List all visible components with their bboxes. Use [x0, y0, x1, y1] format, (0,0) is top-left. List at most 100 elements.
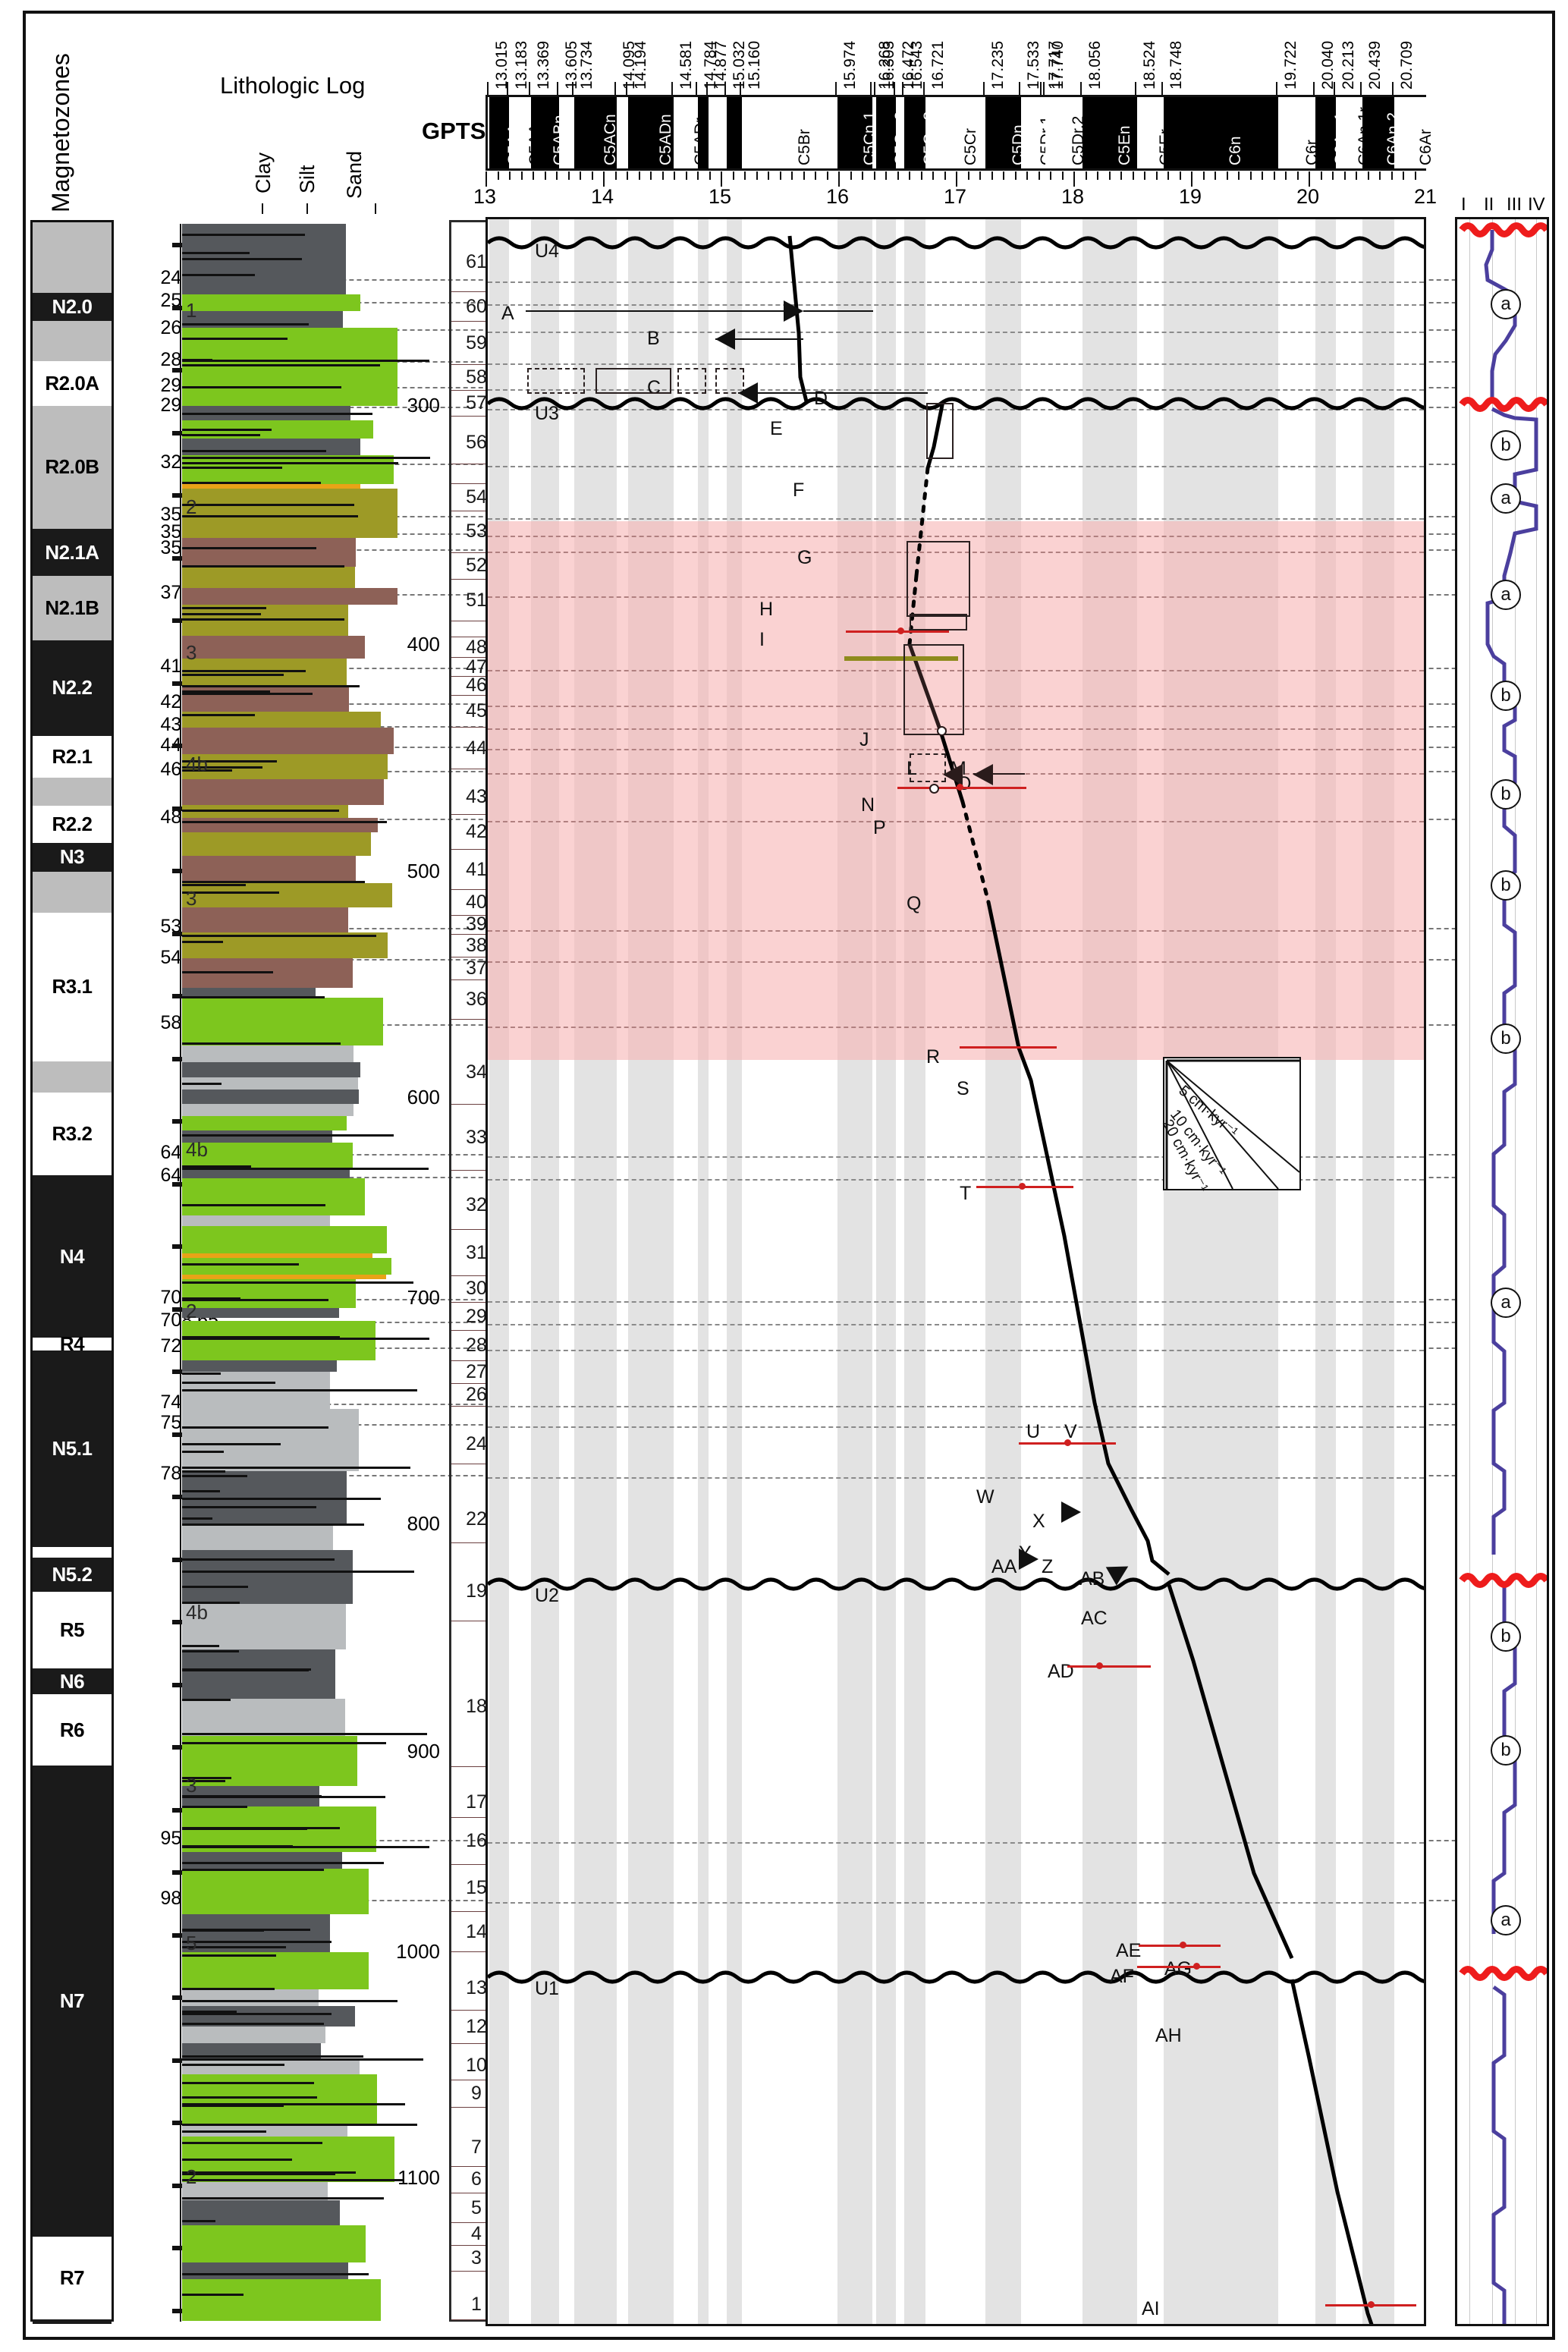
- magnetozone-R2.1: R2.1: [33, 735, 112, 778]
- grain-size-bar: [182, 2000, 398, 2003]
- axis-tick: [1414, 171, 1416, 180]
- chron-C5AAr: C5AAr: [509, 97, 544, 168]
- gpts-agepin-13.015: [487, 82, 489, 96]
- grain-size-bar: [182, 1826, 340, 1829]
- axis-tick: [1085, 171, 1087, 180]
- grain-size-bar: [182, 1382, 275, 1385]
- datum-D-bar: [738, 392, 928, 394]
- datum-letter-S: S: [957, 1078, 969, 1099]
- datum-letter-U4: U4: [535, 241, 559, 262]
- core-number-12: 12: [451, 2011, 501, 2045]
- axis-tick: [520, 171, 523, 180]
- grain-size-bar: [182, 2011, 237, 2014]
- litho-bed: [182, 2225, 366, 2263]
- grain-size-bar: [182, 1988, 275, 1991]
- axis-number-15: 15: [709, 185, 732, 208]
- gpts-agepin-18.056: [1079, 82, 1082, 96]
- grain-size-bar: [182, 564, 344, 568]
- axis-tick: [1262, 171, 1263, 180]
- gpts-age-20.439: 20.439: [1366, 40, 1384, 90]
- chron-label-C5Bn.1: C5Bn.1: [709, 112, 727, 165]
- magnetozone-unlabeled-2: [33, 321, 112, 362]
- litho-bed: [182, 1115, 347, 1130]
- litho-bed: [182, 1308, 339, 1318]
- chron-C6An.2: C6An.2: [1362, 97, 1402, 168]
- gpts-age-18.056: 18.056: [1086, 40, 1104, 90]
- panel-guide-482.69: [488, 821, 1424, 822]
- core-number-28: 28: [451, 1331, 501, 1361]
- grain-size-bar: [182, 1940, 332, 1943]
- litho-bed: [182, 439, 360, 455]
- gpts-agepin-15.160: [739, 82, 741, 96]
- grain-size-bar: [182, 1929, 310, 1932]
- magnetozone-unlabeled-0: [33, 222, 112, 294]
- cycle-marker-3: a: [1491, 580, 1521, 610]
- chron-C5ACr: C5ACr: [616, 97, 646, 168]
- axis-tick: [1026, 171, 1028, 180]
- right-panel-header-IV: IV: [1528, 194, 1545, 215]
- grain-size-bar: [182, 467, 283, 470]
- core-number-51: 51: [451, 580, 501, 622]
- grain-size-bar: [182, 1777, 232, 1780]
- grain-size-bar: [182, 1585, 249, 1588]
- core-number-16: 16: [451, 1818, 501, 1866]
- grain-size-sand-label: Sand: [343, 150, 366, 199]
- datum-AF-errorbar: [1137, 1966, 1221, 1968]
- litho-bed: [182, 1320, 376, 1361]
- pink-interval: [488, 521, 1424, 1060]
- datum-letter-U: U: [1026, 1421, 1041, 1442]
- axis-tick: [1167, 171, 1169, 180]
- axis-tick: [1285, 171, 1287, 180]
- magnetozone-label-N5.1: N5.1: [52, 1437, 93, 1460]
- grain-size-bar: [182, 1389, 418, 1392]
- grain-size-bar: [182, 1134, 394, 1137]
- core-number-53: 53: [451, 511, 501, 553]
- datum-T-point: [1019, 1183, 1026, 1190]
- axis-tick: [756, 171, 758, 180]
- litho-bed: [182, 636, 365, 659]
- axis-tick: [1332, 171, 1334, 180]
- litho-unit-label-3: 4b: [186, 752, 208, 775]
- grain-size-bar: [182, 1699, 231, 1702]
- panel-guide-412.71: [488, 670, 1424, 671]
- litho-bed: [182, 1046, 354, 1062]
- core-number-54: 54: [451, 484, 501, 511]
- chron-C5Cn.3: C5Cn.3: [904, 97, 938, 168]
- grain-size-bar: [182, 1861, 384, 1864]
- grain-size-bar: [182, 1466, 410, 1469]
- grain-size-bar: [182, 2058, 424, 2061]
- core-number-14: 14: [451, 1912, 501, 1953]
- grain-size-bar: [182, 1602, 240, 1605]
- magnetozone-N2.1A: N2.1A: [33, 529, 112, 577]
- datum-AD-point: [1096, 1662, 1103, 1669]
- datum-E-box: [926, 403, 954, 459]
- axis-tick: [556, 171, 558, 180]
- core-number-44: 44: [451, 728, 501, 770]
- litho-bed: [182, 294, 360, 311]
- grain-size-bar: [182, 1451, 224, 1454]
- axis-tick: [1379, 171, 1381, 180]
- panel-guide-705.37: [488, 1301, 1424, 1303]
- cycle-marker-2: a: [1491, 483, 1521, 514]
- unconformity-u4: [488, 236, 1424, 250]
- grain-size-bar: [182, 434, 261, 437]
- grain-size-bar: [182, 257, 302, 260]
- litho-bed: [182, 882, 392, 907]
- gpts-agepin-15.974: [834, 82, 837, 96]
- litholog-axis: [180, 224, 181, 2322]
- axis-tick: [627, 171, 628, 180]
- chron-label-C5Cr: C5Cr: [961, 127, 979, 165]
- core-number-59: 59: [451, 322, 501, 366]
- sedimentation-rate-legend: 5 cm·kyr⁻¹ 10 cm·kyr⁻¹ 20 cm·kyr⁻¹: [1159, 1057, 1301, 1195]
- datum-letter-I: I: [759, 629, 765, 650]
- chron-C5ADr: C5ADr: [674, 97, 709, 168]
- core-number-60: 60: [451, 292, 501, 322]
- grain-size-bar: [182, 273, 255, 276]
- axis-tick: [1038, 171, 1040, 180]
- axis-tick: [1144, 171, 1145, 180]
- chron-C6r: C6r: [1277, 97, 1321, 168]
- rp-grid-IV: [1536, 219, 1537, 2324]
- datum-X-arrow: [1061, 1501, 1081, 1523]
- axis-tick: [909, 171, 910, 180]
- gpts-age-14.877: 14.877: [712, 40, 730, 90]
